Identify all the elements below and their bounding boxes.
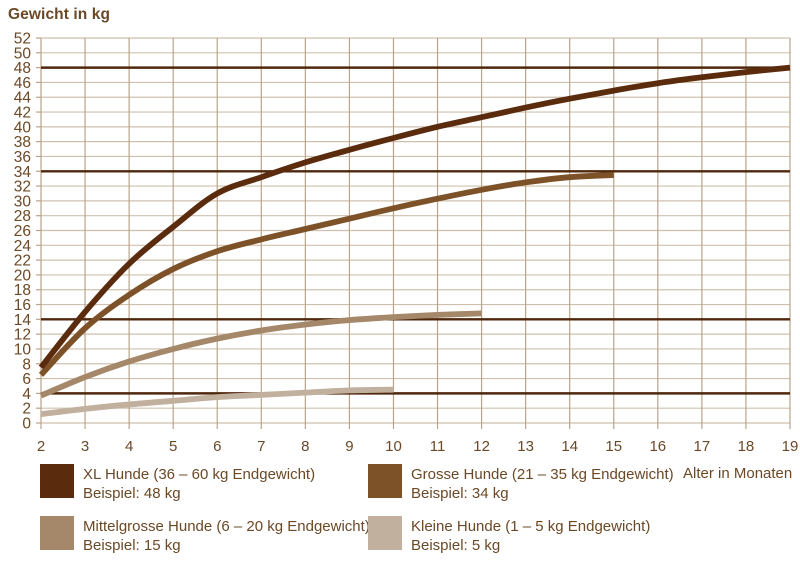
svg-text:40: 40 [14, 119, 32, 136]
svg-text:8: 8 [22, 356, 31, 373]
svg-text:15: 15 [605, 438, 622, 455]
svg-text:6: 6 [22, 371, 31, 388]
legend-example-xl: Beispiel: 48 kg [83, 485, 181, 502]
svg-text:19: 19 [782, 438, 799, 455]
svg-text:11: 11 [430, 438, 446, 455]
svg-text:44: 44 [14, 90, 32, 107]
svg-text:14: 14 [14, 312, 32, 329]
svg-text:18: 18 [738, 438, 755, 455]
svg-text:28: 28 [14, 208, 31, 225]
svg-text:4: 4 [22, 386, 31, 403]
legend-label-xl: XL Hunde (36 – 60 kg Endgewicht) [83, 466, 316, 483]
svg-text:18: 18 [14, 282, 31, 299]
svg-text:14: 14 [561, 438, 578, 455]
svg-text:2: 2 [22, 401, 31, 418]
svg-text:10: 10 [385, 438, 402, 455]
x-axis-title: Alter in Monaten [683, 465, 793, 482]
svg-text:42: 42 [14, 105, 31, 122]
svg-text:26: 26 [14, 223, 31, 240]
legend-item-kleine: Kleine Hunde (1 – 5 kg Endgewicht) Beisp… [368, 516, 650, 555]
svg-text:46: 46 [14, 75, 31, 92]
svg-text:9: 9 [345, 438, 353, 455]
svg-text:38: 38 [14, 134, 31, 151]
svg-text:36: 36 [14, 149, 31, 166]
svg-text:0: 0 [22, 416, 31, 433]
svg-text:10: 10 [14, 341, 32, 358]
svg-text:8: 8 [301, 438, 309, 455]
growth-chart-svg: 0246810121416182022242628303234363840424… [14, 31, 799, 456]
legend-swatch-grosse-icon [368, 464, 402, 498]
svg-text:48: 48 [14, 60, 31, 77]
svg-text:3: 3 [81, 438, 89, 455]
legend-swatch-mittelgrosse-icon [40, 516, 74, 550]
legend-swatch-xl-icon [40, 464, 74, 498]
legend-example-mittelgrosse: Beispiel: 15 kg [83, 537, 181, 554]
legend-label-kleine: Kleine Hunde (1 – 5 kg Endgewicht) [411, 518, 651, 535]
svg-text:22: 22 [14, 253, 31, 270]
svg-text:24: 24 [14, 238, 32, 255]
svg-text:50: 50 [14, 45, 32, 62]
legend-item-grosse: Grosse Hunde (21 – 35 kg Endgewicht) Bei… [368, 464, 674, 503]
legend-label-grosse: Grosse Hunde (21 – 35 kg Endgewicht) [411, 466, 674, 483]
svg-text:30: 30 [14, 193, 32, 210]
svg-text:16: 16 [14, 297, 31, 314]
svg-text:2: 2 [37, 438, 45, 455]
svg-text:6: 6 [213, 438, 221, 455]
chart-title: Gewicht in kg [8, 6, 111, 23]
legend-item-mittelgrosse: Mittelgrosse Hunde (6 – 20 kg Endgewicht… [40, 516, 370, 555]
svg-text:5: 5 [169, 438, 177, 455]
svg-text:32: 32 [14, 179, 31, 196]
svg-text:34: 34 [14, 164, 32, 181]
svg-text:16: 16 [649, 438, 666, 455]
svg-text:13: 13 [517, 438, 534, 455]
svg-text:20: 20 [14, 267, 32, 284]
legend-label-mittelgrosse: Mittelgrosse Hunde (6 – 20 kg Endgewicht… [83, 518, 370, 535]
svg-text:4: 4 [125, 438, 133, 455]
legend-item-xl: XL Hunde (36 – 60 kg Endgewicht) Beispie… [40, 464, 315, 503]
legend-example-kleine: Beispiel: 5 kg [411, 537, 501, 554]
legend-example-grosse: Beispiel: 34 kg [411, 485, 509, 502]
svg-text:52: 52 [14, 31, 31, 48]
legend-swatch-kleine-icon [368, 516, 402, 550]
svg-text:12: 12 [14, 327, 31, 344]
svg-text:17: 17 [694, 438, 711, 455]
svg-text:12: 12 [473, 438, 490, 455]
svg-text:7: 7 [257, 438, 265, 455]
